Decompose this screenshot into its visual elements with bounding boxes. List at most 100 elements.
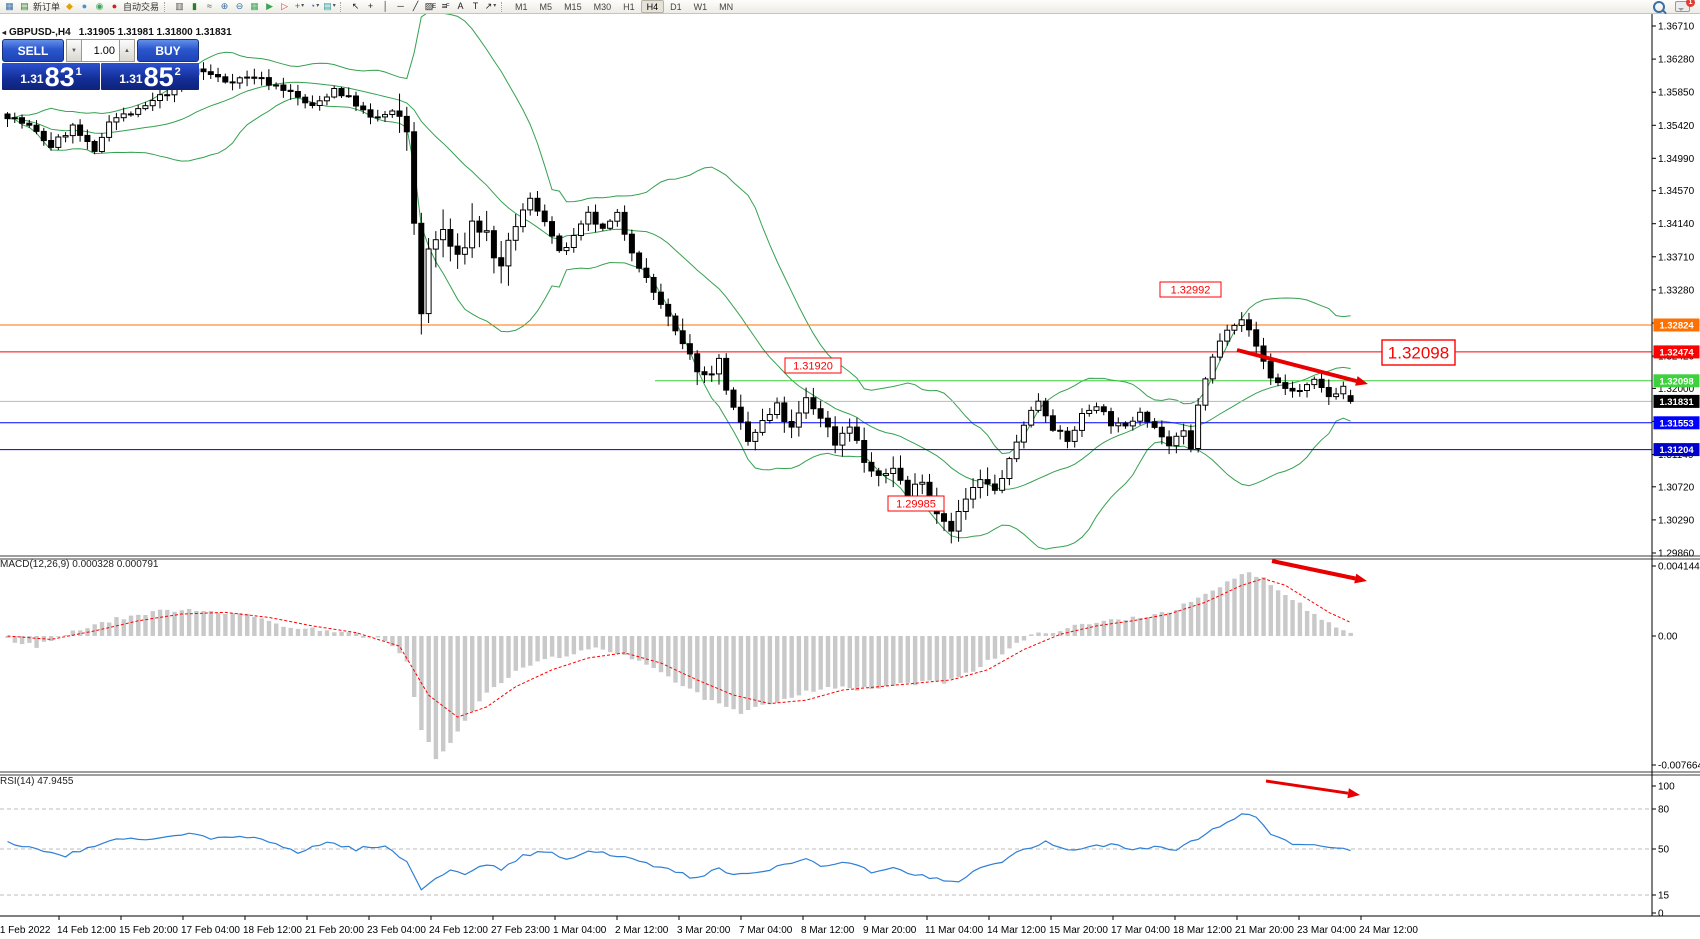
fibonacci-icon[interactable]: ≡ F bbox=[441, 1, 450, 11]
auto-trading-button-label[interactable]: 自动交易 bbox=[123, 2, 160, 12]
community-icon[interactable]: ● bbox=[81, 1, 88, 11]
candle-body bbox=[26, 122, 33, 126]
zoom-out-icon[interactable]: ⊖ bbox=[235, 1, 244, 11]
dropdown-caret-icon[interactable]: ▾ bbox=[301, 3, 305, 9]
window-icon[interactable]: ▦ bbox=[5, 1, 14, 11]
label-icon[interactable]: T bbox=[472, 1, 479, 11]
text-annotation[interactable]: 1.32098 bbox=[1388, 344, 1449, 363]
periods-button[interactable]: ◔ ▾ bbox=[309, 1, 320, 11]
horizontal-line-icon[interactable]: ─ bbox=[397, 1, 404, 11]
timeframe-m5[interactable]: M5 bbox=[539, 1, 553, 12]
macd-histogram-bar bbox=[230, 613, 235, 636]
timeframe-m30[interactable]: M30 bbox=[593, 1, 612, 12]
buy-price-display[interactable]: 1.31 85 2 bbox=[101, 63, 199, 91]
text-annotation-box[interactable] bbox=[1381, 339, 1456, 366]
templates-button[interactable]: ▤ ▾ bbox=[323, 1, 336, 11]
macd-histogram-bar bbox=[651, 636, 656, 668]
candle-body bbox=[345, 95, 352, 98]
candle-body bbox=[490, 230, 497, 259]
bar-chart-icon[interactable]: ▥ bbox=[175, 1, 184, 11]
text-annotation-box[interactable] bbox=[1159, 281, 1222, 298]
signals-icon[interactable]: ◉ bbox=[95, 1, 104, 11]
y-axis-label: 1.32000 bbox=[1658, 384, 1695, 395]
macd-histogram-bar bbox=[767, 636, 773, 705]
mql5-icon[interactable]: ◆ bbox=[66, 1, 73, 11]
macd-histogram-bar bbox=[5, 636, 10, 638]
candle-body bbox=[4, 113, 11, 120]
toolbar-grip[interactable] bbox=[501, 1, 506, 12]
y-axis-label: 1.33710 bbox=[1658, 252, 1695, 263]
toolbar-grip[interactable] bbox=[340, 1, 345, 12]
volume-increase-button[interactable]: ▲ bbox=[119, 39, 135, 62]
macd-histogram-bar bbox=[1246, 572, 1252, 636]
line-chart-icon[interactable]: ≈ bbox=[207, 1, 212, 11]
candle-body bbox=[120, 113, 127, 119]
candle-body bbox=[897, 467, 904, 481]
search-icon[interactable] bbox=[1653, 0, 1665, 13]
timeframe-m15[interactable]: M15 bbox=[564, 1, 582, 12]
candle-body bbox=[461, 247, 468, 255]
trend-arrow[interactable] bbox=[1265, 779, 1349, 795]
candlestick-chart-icon[interactable]: ▮ bbox=[192, 1, 197, 11]
timeframe-mn[interactable]: MN bbox=[719, 1, 734, 12]
auto-trading-button[interactable]: ● bbox=[111, 1, 118, 11]
text-annotation[interactable]: 1.29985 bbox=[896, 498, 936, 510]
text-icon[interactable]: A bbox=[457, 1, 464, 11]
macd-histogram-bar bbox=[644, 636, 649, 665]
toolbar-grip[interactable] bbox=[164, 1, 169, 12]
candle-body bbox=[628, 233, 635, 254]
macd-histogram-bar bbox=[1108, 619, 1114, 636]
candle-body bbox=[679, 330, 686, 345]
crosshair-icon[interactable]: + bbox=[367, 1, 374, 11]
dropdown-caret-icon[interactable]: ▾ bbox=[332, 3, 336, 9]
tile-windows-icon[interactable]: ▦ bbox=[250, 1, 259, 11]
notifications-icon[interactable]: 1 bbox=[1675, 0, 1695, 12]
dropdown-caret-icon[interactable]: ▾ bbox=[316, 3, 320, 9]
text-annotation-box[interactable] bbox=[784, 357, 842, 374]
sell-button[interactable]: SELL bbox=[2, 39, 64, 62]
trendline-icon[interactable]: ╱ bbox=[412, 1, 419, 11]
dropdown-caret-icon[interactable]: ▾ bbox=[493, 3, 497, 9]
buy-button[interactable]: BUY bbox=[137, 39, 199, 62]
candle-body bbox=[839, 432, 846, 446]
trend-arrow[interactable] bbox=[1236, 348, 1357, 383]
zoom-in-icon[interactable]: ⊕ bbox=[220, 1, 229, 11]
arrows-icon[interactable]: ↗ ▾ bbox=[484, 1, 497, 11]
text-annotation[interactable]: 1.31920 bbox=[793, 360, 833, 372]
y-axis-label: 1.30290 bbox=[1658, 515, 1695, 526]
macd-histogram-bar bbox=[397, 636, 402, 654]
timeframe-w1[interactable]: W1 bbox=[693, 1, 708, 12]
vertical-line-icon[interactable]: │ bbox=[382, 1, 389, 11]
auto-scroll-icon[interactable]: ▶ bbox=[266, 1, 273, 11]
volume-input[interactable]: 1.00 bbox=[82, 39, 119, 62]
collapse-arrow-icon[interactable]: ◂ bbox=[2, 28, 7, 37]
price-badge bbox=[1653, 443, 1700, 457]
new-order-button-label[interactable]: 新订单 bbox=[33, 2, 61, 12]
candle-body bbox=[788, 421, 795, 428]
trend-arrow[interactable] bbox=[1271, 559, 1356, 581]
timeframe-h4[interactable]: H4 bbox=[640, 0, 665, 13]
timeframe-h1[interactable]: H1 bbox=[623, 1, 635, 12]
timeframe-m1[interactable]: M1 bbox=[515, 1, 528, 12]
sell-price-display[interactable]: 1.31 83 1 bbox=[2, 63, 100, 91]
candle-body bbox=[781, 402, 788, 422]
new-order-button[interactable]: ▤ bbox=[20, 1, 29, 11]
candle-body bbox=[977, 479, 984, 489]
volume-decrease-button[interactable]: ▼ bbox=[66, 39, 82, 62]
timeframe-d1[interactable]: D1 bbox=[670, 1, 682, 12]
macd-histogram-bar bbox=[1239, 574, 1244, 636]
chart-shift-icon[interactable]: ▷ bbox=[281, 1, 288, 11]
candle-body bbox=[215, 74, 221, 78]
text-annotation-box[interactable] bbox=[887, 495, 945, 512]
equidistant-channel-icon[interactable]: ▨ E bbox=[424, 1, 437, 11]
cursor-icon[interactable]: ↖ bbox=[351, 1, 360, 11]
text-annotation[interactable]: 1.32992 bbox=[1171, 284, 1211, 296]
candle-body bbox=[701, 371, 708, 376]
indicators-button[interactable]: + ▾ bbox=[294, 1, 305, 11]
candle-body bbox=[723, 357, 730, 391]
macd-histogram-bar bbox=[201, 611, 206, 636]
candle-body bbox=[411, 131, 418, 224]
macd-histogram-bar bbox=[92, 624, 97, 636]
candle-body bbox=[817, 408, 824, 419]
